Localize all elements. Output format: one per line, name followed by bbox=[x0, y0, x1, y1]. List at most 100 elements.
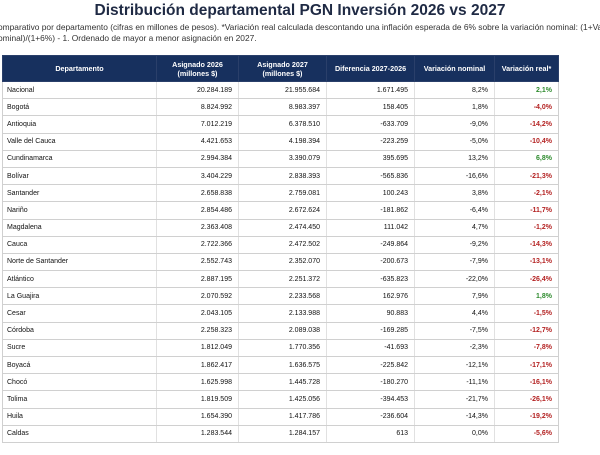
table-row: La Guajira 2.070.592 2.233.568 162.976 7,9% 1… bbox=[2, 287, 559, 306]
column-header-asignado-2027: Asignado 2027 (millones $) bbox=[238, 55, 327, 82]
cell-variacion-nominal: -9,2% bbox=[414, 236, 495, 254]
cell-variacion-nominal: 4,7% bbox=[414, 219, 495, 237]
cell-variacion-real: -11,7% bbox=[494, 201, 559, 220]
cell-asignado-2027: 1.284.157 bbox=[238, 425, 327, 443]
cell-departamento: Córdoba bbox=[2, 322, 157, 340]
table-row: Chocó 1.625.998 1.445.728 -180.270 -11,1% -16… bbox=[2, 373, 559, 392]
cell-variacion-nominal: -11,1% bbox=[414, 373, 495, 392]
cell-departamento: Sucre bbox=[2, 339, 157, 358]
cell-diferencia: -169.285 bbox=[326, 322, 415, 340]
cell-departamento: Cesar bbox=[2, 304, 157, 323]
cell-asignado-2027: 1.445.728 bbox=[238, 373, 327, 392]
cell-asignado-2026: 2.887.195 bbox=[156, 270, 239, 289]
cell-variacion-nominal: 7,9% bbox=[414, 287, 495, 306]
cell-asignado-2027: 3.390.079 bbox=[238, 150, 327, 168]
cell-asignado-2026: 2.258.323 bbox=[156, 322, 239, 340]
cell-variacion-real: 1,8% bbox=[494, 287, 559, 306]
cell-variacion-real: -14,3% bbox=[494, 236, 559, 254]
cell-asignado-2027: 2.352.070 bbox=[238, 253, 327, 272]
table-row: Bogotá 8.824.992 8.983.397 158.405 1,8% -4,0% bbox=[2, 98, 559, 117]
cell-diferencia: 111.042 bbox=[326, 219, 415, 237]
table-row: Bolívar 3.404.229 2.838.393 -565.836 -16,6% -… bbox=[2, 167, 559, 186]
cell-variacion-nominal: -21,7% bbox=[414, 390, 495, 409]
cell-variacion-nominal: -5,0% bbox=[414, 133, 495, 151]
cell-asignado-2027: 1.425.056 bbox=[238, 390, 327, 409]
cell-asignado-2027: 2.089.038 bbox=[238, 322, 327, 340]
cell-departamento: Norte de Santander bbox=[2, 253, 157, 272]
cell-asignado-2026: 1.654.390 bbox=[156, 408, 239, 426]
table-row: Antioquia 7.012.219 6.378.510 -633.709 -9,0%… bbox=[2, 115, 559, 134]
table-row: Tolima 1.819.509 1.425.056 -394.453 -21,7% -2… bbox=[2, 390, 559, 409]
cell-departamento: Nariño bbox=[2, 201, 157, 220]
cell-variacion-nominal: -12,1% bbox=[414, 356, 495, 375]
cell-asignado-2026: 2.994.384 bbox=[156, 150, 239, 168]
cell-asignado-2026: 4.421.653 bbox=[156, 133, 239, 151]
cell-diferencia: -181.862 bbox=[326, 201, 415, 220]
table-row: Norte de Santander 2.552.743 2.352.070 -200… bbox=[2, 253, 559, 272]
column-header-asignado-2026: Asignado 2026 (millones $) bbox=[156, 55, 239, 82]
cell-asignado-2027: 2.472.502 bbox=[238, 236, 327, 254]
column-header-diferencia: Diferencia 2027-2026 bbox=[326, 55, 415, 82]
cell-variacion-nominal: -7,9% bbox=[414, 253, 495, 272]
cell-variacion-real: -26,1% bbox=[494, 390, 559, 409]
cell-diferencia: 90.883 bbox=[326, 304, 415, 323]
cell-asignado-2026: 1.819.509 bbox=[156, 390, 239, 409]
cell-departamento: Tolima bbox=[2, 390, 157, 409]
table-row: Nariño 2.854.486 2.672.624 -181.862 -6,4% -11… bbox=[2, 201, 559, 220]
table-header-row: Departamento Asignado 2026 (millones $) … bbox=[2, 55, 559, 82]
cell-variacion-real: -17,1% bbox=[494, 356, 559, 375]
cell-asignado-2026: 2.552.743 bbox=[156, 253, 239, 272]
cell-departamento: Huila bbox=[2, 408, 157, 426]
cell-variacion-nominal: -22,0% bbox=[414, 270, 495, 289]
cell-variacion-real: -4,0% bbox=[494, 98, 559, 117]
cell-variacion-nominal: 0,0% bbox=[414, 425, 495, 443]
cell-variacion-nominal: -7,5% bbox=[414, 322, 495, 340]
cell-asignado-2026: 1.862.417 bbox=[156, 356, 239, 375]
cell-asignado-2026: 3.404.229 bbox=[156, 167, 239, 186]
cell-asignado-2027: 2.759.081 bbox=[238, 184, 327, 203]
cell-departamento: Santander bbox=[2, 184, 157, 203]
cell-asignado-2027: 8.983.397 bbox=[238, 98, 327, 117]
cell-variacion-real: -5,6% bbox=[494, 425, 559, 443]
table-row: Atlántico 2.887.195 2.251.372 -635.823 -22,0… bbox=[2, 270, 559, 289]
cell-departamento: Valle del Cauca bbox=[2, 133, 157, 151]
cell-diferencia: 100.243 bbox=[326, 184, 415, 203]
cell-variacion-nominal: -14,3% bbox=[414, 408, 495, 426]
table-row: Cesar 2.043.105 2.133.988 90.883 4,4% -1,5% bbox=[2, 304, 559, 323]
cell-variacion-real: -19,2% bbox=[494, 408, 559, 426]
cell-departamento: Atlántico bbox=[2, 270, 157, 289]
cell-asignado-2026: 1.625.998 bbox=[156, 373, 239, 392]
cell-asignado-2027: 2.133.988 bbox=[238, 304, 327, 323]
cell-variacion-real: 2,1% bbox=[494, 81, 559, 100]
cell-asignado-2027: 1.636.575 bbox=[238, 356, 327, 375]
table-row: Córdoba 2.258.323 2.089.038 -169.285 -7,5% -1… bbox=[2, 322, 559, 340]
cell-departamento: Magdalena bbox=[2, 219, 157, 237]
table-row: Magdalena 2.363.408 2.474.450 111.042 4,7% -1… bbox=[2, 219, 559, 237]
cell-diferencia: -249.864 bbox=[326, 236, 415, 254]
cell-diferencia: -236.604 bbox=[326, 408, 415, 426]
cell-asignado-2027: 6.378.510 bbox=[238, 115, 327, 134]
cell-departamento: Bolívar bbox=[2, 167, 157, 186]
cell-departamento: Caldas bbox=[2, 425, 157, 443]
cell-asignado-2027: 4.198.394 bbox=[238, 133, 327, 151]
cell-departamento: Bogotá bbox=[2, 98, 157, 117]
cell-variacion-real: -14,2% bbox=[494, 115, 559, 134]
cell-asignado-2026: 2.854.486 bbox=[156, 201, 239, 220]
cell-variacion-real: -12,7% bbox=[494, 322, 559, 340]
cell-variacion-real: -10,4% bbox=[494, 133, 559, 151]
cell-diferencia: -180.270 bbox=[326, 373, 415, 392]
cell-departamento: La Guajira bbox=[2, 287, 157, 306]
cell-diferencia: -633.709 bbox=[326, 115, 415, 134]
cell-asignado-2026: 2.363.408 bbox=[156, 219, 239, 237]
cell-diferencia: 613 bbox=[326, 425, 415, 443]
cell-variacion-real: -26,4% bbox=[494, 270, 559, 289]
cell-variacion-nominal: -2,3% bbox=[414, 339, 495, 358]
cell-variacion-real: -16,1% bbox=[494, 373, 559, 392]
cell-asignado-2026: 2.070.592 bbox=[156, 287, 239, 306]
table-row: Boyacá 1.862.417 1.636.575 -225.842 -12,1% -1… bbox=[2, 356, 559, 375]
table-row: Sucre 1.812.049 1.770.356 -41.693 -2,3% -7,8% bbox=[2, 339, 559, 358]
cell-departamento: Nacional bbox=[2, 81, 157, 100]
cell-diferencia: -223.259 bbox=[326, 133, 415, 151]
cell-variacion-nominal: 13,2% bbox=[414, 150, 495, 168]
cell-asignado-2026: 20.284.189 bbox=[156, 81, 239, 100]
